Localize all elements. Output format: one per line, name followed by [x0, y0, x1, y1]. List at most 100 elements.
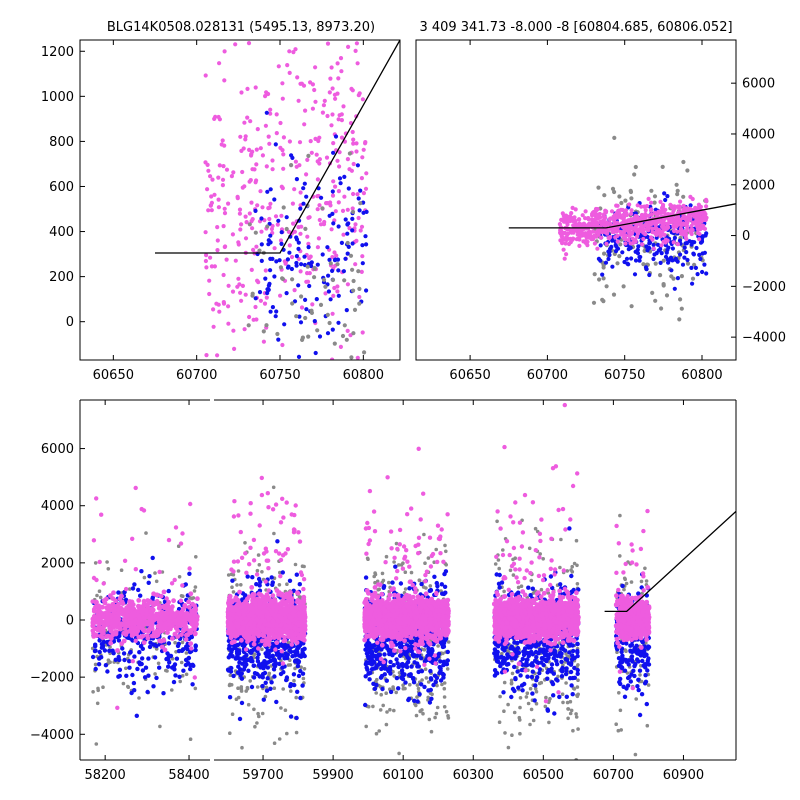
top-left-point-magenta [280, 342, 285, 348]
bottom-point-gray [179, 660, 184, 665]
top-left-point-magenta [235, 196, 240, 201]
bottom-point-magenta [265, 640, 271, 645]
top-left-point-magenta [357, 294, 362, 300]
top-left-point-blue [287, 250, 292, 255]
bottom-point-magenta [119, 641, 125, 646]
top-right-point-magenta [629, 211, 634, 216]
bottom-point-magenta [188, 612, 193, 618]
top-left-point-gray [278, 265, 283, 270]
top-left-axes-frame [79, 39, 401, 361]
top-left-point-magenta [242, 120, 247, 125]
top-right-point-magenta [697, 231, 702, 237]
bottom-point-blue [124, 673, 129, 678]
top-left-point-magenta [318, 222, 324, 227]
top-left-point-gray [312, 275, 317, 280]
top-left-point-gray [351, 288, 356, 293]
bottom-point-gray [294, 730, 299, 735]
top-left-point-gray [349, 355, 354, 360]
top-right-point-magenta [564, 237, 569, 242]
bottom-point-magenta [139, 609, 145, 614]
top-left-point-magenta [281, 166, 286, 171]
top-right-point-magenta [637, 226, 643, 231]
top-right-point-gray [650, 290, 655, 295]
top-right-point-blue [647, 272, 652, 278]
top-left-point-magenta [238, 227, 243, 232]
bottom-point-magenta [272, 597, 277, 603]
top-left-point-magenta [336, 200, 341, 205]
bottom-point-blue [151, 684, 156, 689]
top-left-point-magenta [270, 167, 275, 172]
bottom-point-blue [236, 664, 241, 669]
top-left-point-magenta [258, 146, 263, 151]
top-right-point-gray [692, 262, 697, 267]
top-right-point-blue [675, 276, 681, 281]
top-left-point-blue [306, 245, 311, 250]
top-right-point-blue [603, 260, 609, 265]
top-right-point-magenta [690, 220, 696, 225]
bottom-point-magenta [289, 606, 295, 612]
top-right-point-magenta [660, 232, 665, 237]
top-left-point-gray [332, 341, 337, 346]
top-left-point-magenta [351, 161, 356, 167]
top-right-xtick-label: 60800 [681, 368, 722, 383]
bottom-point-blue [230, 578, 235, 583]
bottom-point-magenta-outlier [164, 596, 169, 601]
bottom-point-magenta-outlier [105, 612, 110, 617]
bottom-point-gray [260, 711, 265, 716]
top-left-point-magenta [258, 189, 263, 194]
bottom-point-blue [164, 656, 169, 662]
bottom-point-blue [188, 666, 193, 672]
bottom-point-magenta [158, 593, 164, 599]
bottom-point-blue [298, 695, 303, 701]
top-right-point-magenta [562, 217, 567, 222]
top-left-point-magenta [339, 135, 345, 140]
top-left-point-blue [303, 297, 308, 302]
bottom-point-magenta [108, 636, 114, 641]
top-right-point-blue [682, 245, 687, 250]
top-right-point-blue [685, 257, 690, 263]
top-left-point-magenta [338, 56, 344, 61]
top-left-point-blue [253, 296, 258, 301]
top-left-point-gray [356, 269, 361, 274]
top-right-point-magenta [616, 214, 622, 219]
top-right-point-magenta [600, 218, 606, 223]
bottom-point-blue [147, 574, 152, 579]
bottom-point-blue [181, 668, 186, 673]
top-left-point-blue [279, 230, 284, 235]
bottom-point-magenta [115, 611, 121, 617]
top-right-point-gray [632, 172, 637, 177]
top-left-point-magenta [334, 253, 339, 258]
bottom-point-blue [166, 664, 171, 669]
top-left-point-magenta [206, 168, 211, 173]
bottom-point-blue [248, 650, 253, 655]
top-left-point-magenta [317, 217, 322, 223]
top-left-point-blue [294, 235, 299, 240]
top-left-point-magenta [332, 250, 337, 255]
bottom-point-magenta-outlier [139, 506, 144, 512]
bottom-point-blue [137, 662, 143, 667]
bottom-point-magenta [226, 601, 232, 607]
bottom-point-blue [176, 648, 182, 654]
top-right-point-magenta [633, 216, 638, 221]
top-left-point-magenta [289, 254, 295, 260]
top-right-point-gray [617, 254, 622, 259]
top-left-point-magenta [268, 201, 273, 206]
top-right-point-magenta [696, 202, 702, 207]
bottom-point-magenta [243, 631, 249, 636]
bottom-point-blue [274, 699, 279, 705]
top-left-point-magenta [247, 179, 252, 184]
top-right-point-magenta [675, 242, 681, 247]
bottom-point-magenta [266, 616, 272, 622]
top-right-point-magenta [627, 227, 632, 232]
top-right-point-magenta [702, 217, 708, 222]
top-left-point-magenta [330, 86, 335, 91]
bottom-point-blue [298, 668, 303, 674]
top-right-point-magenta [651, 220, 656, 225]
bottom-point-blue [154, 643, 159, 649]
bottom-point-magenta [230, 607, 235, 613]
top-left-point-magenta [221, 224, 226, 229]
top-left-point-gray [265, 224, 270, 229]
bottom-point-gray [184, 672, 189, 677]
top-right-point-gray [615, 261, 620, 266]
bottom-point-blue [245, 574, 250, 579]
